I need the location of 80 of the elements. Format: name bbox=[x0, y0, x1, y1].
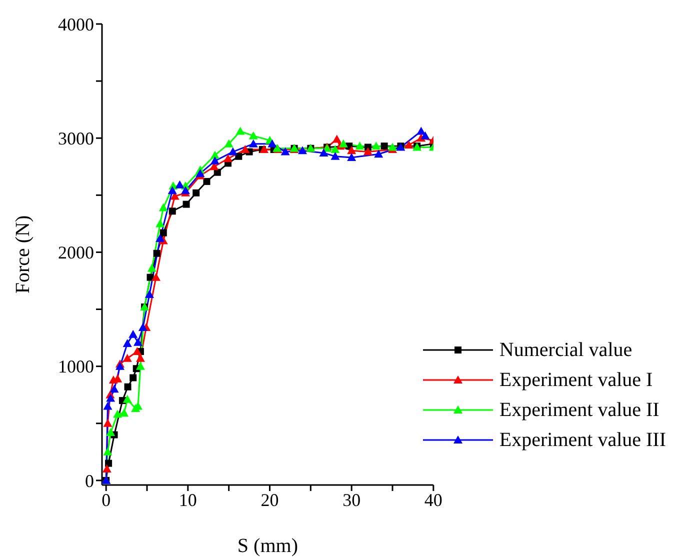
y-tick-label: 3000 bbox=[58, 128, 94, 148]
point bbox=[280, 147, 290, 156]
point bbox=[380, 142, 388, 150]
point bbox=[110, 384, 119, 393]
point bbox=[372, 142, 381, 150]
point bbox=[248, 131, 258, 140]
point bbox=[347, 153, 356, 162]
point bbox=[228, 147, 238, 156]
x-tick-label: 10 bbox=[178, 490, 197, 510]
point bbox=[147, 264, 156, 272]
point bbox=[192, 189, 200, 196]
point bbox=[156, 234, 165, 242]
x-tick-label: 0 bbox=[102, 490, 111, 510]
point bbox=[404, 140, 414, 148]
point bbox=[122, 354, 132, 362]
point bbox=[128, 330, 138, 338]
point bbox=[103, 447, 112, 456]
point bbox=[235, 152, 242, 160]
y-tick-label: 2000 bbox=[58, 242, 94, 263]
legend-label: Experiment value I bbox=[499, 368, 653, 392]
point bbox=[132, 346, 142, 355]
point bbox=[420, 131, 430, 140]
point bbox=[268, 139, 277, 148]
point bbox=[182, 200, 190, 208]
point bbox=[330, 145, 340, 154]
point bbox=[168, 186, 177, 194]
point bbox=[144, 290, 154, 298]
point bbox=[260, 145, 269, 154]
x-tick-label: 20 bbox=[260, 490, 279, 510]
point bbox=[236, 126, 245, 135]
point bbox=[196, 168, 205, 177]
point bbox=[240, 145, 250, 154]
point bbox=[355, 142, 364, 150]
legend-label: Experiment value II bbox=[499, 398, 660, 422]
point bbox=[224, 154, 233, 162]
point bbox=[134, 338, 143, 346]
point bbox=[124, 383, 132, 390]
point bbox=[158, 203, 168, 212]
point bbox=[210, 156, 220, 164]
point bbox=[153, 250, 160, 257]
point bbox=[388, 142, 397, 151]
x-axis-title: S (mm) bbox=[237, 535, 298, 557]
point bbox=[103, 418, 112, 427]
point bbox=[103, 402, 112, 410]
point bbox=[136, 362, 145, 370]
point bbox=[363, 147, 372, 156]
point bbox=[130, 374, 137, 382]
x-tick-label: 30 bbox=[342, 490, 361, 510]
legend-label: Numercial value bbox=[499, 338, 632, 362]
point bbox=[203, 178, 210, 185]
point bbox=[156, 219, 165, 228]
point bbox=[138, 323, 148, 332]
y-tick-label: 0 bbox=[85, 470, 94, 491]
point bbox=[347, 146, 356, 154]
point bbox=[319, 148, 328, 156]
point bbox=[106, 428, 116, 436]
point bbox=[175, 180, 184, 188]
point bbox=[122, 394, 132, 403]
point bbox=[120, 408, 129, 417]
point bbox=[374, 150, 384, 158]
point bbox=[224, 139, 234, 148]
x-tick-label: 40 bbox=[424, 490, 442, 510]
point bbox=[248, 139, 258, 148]
point bbox=[102, 464, 112, 473]
point bbox=[113, 410, 122, 418]
point bbox=[338, 139, 348, 148]
point bbox=[122, 339, 132, 348]
point bbox=[106, 394, 116, 402]
legend-label: Experiment value III bbox=[499, 428, 666, 452]
y-axis-title: Force (N) bbox=[12, 215, 34, 294]
point bbox=[298, 146, 307, 154]
point bbox=[214, 168, 221, 176]
point bbox=[330, 152, 340, 160]
point bbox=[152, 272, 161, 281]
point bbox=[168, 208, 176, 215]
y-tick-label: 4000 bbox=[58, 14, 94, 34]
point bbox=[160, 229, 167, 236]
point bbox=[332, 134, 342, 143]
point bbox=[105, 460, 112, 467]
y-tick-label: 1000 bbox=[58, 356, 94, 377]
